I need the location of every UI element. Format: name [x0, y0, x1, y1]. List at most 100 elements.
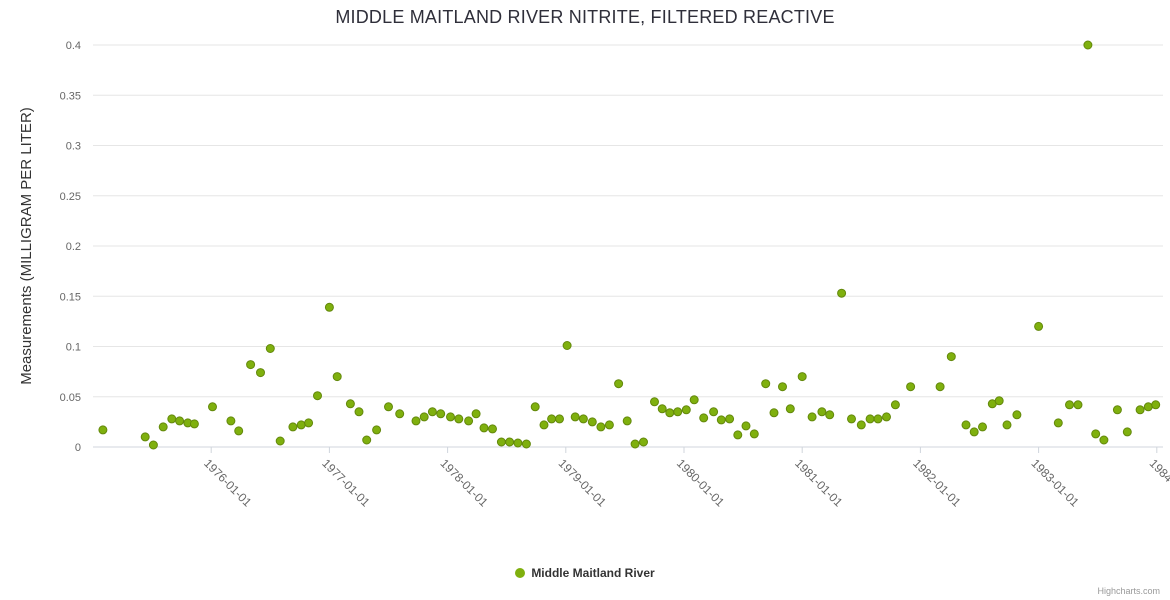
data-point[interactable] [622, 416, 632, 426]
data-point[interactable] [741, 421, 751, 431]
data-point[interactable] [436, 409, 446, 419]
data-point[interactable] [1151, 400, 1161, 410]
data-point[interactable] [1034, 321, 1044, 331]
data-point[interactable] [530, 402, 540, 412]
data-point[interactable] [296, 420, 306, 430]
data-point[interactable] [657, 404, 667, 414]
data-point[interactable] [496, 437, 506, 447]
data-point[interactable] [446, 412, 455, 422]
data-point[interactable] [488, 424, 497, 434]
data-point[interactable] [882, 412, 891, 422]
data-point[interactable] [234, 426, 244, 436]
data-point[interactable] [256, 368, 265, 378]
data-point[interactable] [650, 397, 659, 407]
data-point[interactable] [562, 341, 572, 350]
data-point[interactable] [807, 412, 817, 422]
data-point[interactable] [1002, 420, 1012, 430]
data-point[interactable] [749, 429, 759, 439]
data-point[interactable] [733, 430, 743, 440]
data-point[interactable] [639, 437, 648, 447]
data-point[interactable] [304, 418, 314, 428]
data-point[interactable] [890, 400, 900, 410]
data-point[interactable] [587, 417, 597, 427]
data-point[interactable] [994, 396, 1004, 406]
data-point[interactable] [785, 404, 795, 414]
data-point[interactable] [817, 407, 827, 417]
data-point[interactable] [189, 419, 199, 429]
data-point[interactable] [570, 412, 580, 422]
data-point[interactable] [578, 414, 588, 424]
data-point[interactable] [825, 410, 835, 420]
data-point[interactable] [313, 391, 322, 401]
data-point[interactable] [175, 416, 185, 426]
data-point[interactable] [505, 437, 515, 447]
data-point[interactable] [1073, 400, 1083, 410]
data-point[interactable] [797, 372, 807, 382]
data-point[interactable] [471, 409, 481, 419]
data-point[interactable] [681, 405, 691, 415]
data-point[interactable] [630, 439, 640, 449]
data-point[interactable] [906, 382, 916, 392]
data-point[interactable] [689, 395, 699, 405]
data-point[interactable] [837, 288, 847, 298]
data-point[interactable] [969, 427, 979, 437]
data-point[interactable] [778, 382, 787, 392]
data-point[interactable] [324, 302, 334, 312]
data-point[interactable] [275, 436, 285, 446]
data-point[interactable] [873, 414, 883, 424]
data-point[interactable] [1012, 410, 1022, 420]
data-point[interactable] [513, 438, 523, 448]
legend-item[interactable]: Middle Maitland River [0, 566, 1170, 580]
data-point[interactable] [464, 416, 474, 426]
data-point[interactable] [208, 402, 217, 412]
data-point[interactable] [716, 415, 726, 425]
data-point[interactable] [555, 414, 564, 424]
data-point[interactable] [761, 379, 771, 389]
data-point[interactable] [158, 422, 168, 432]
data-point[interactable] [946, 352, 956, 362]
data-point[interactable] [1099, 435, 1109, 445]
data-point[interactable] [1143, 402, 1153, 412]
data-point[interactable] [699, 413, 709, 423]
data-point[interactable] [98, 425, 108, 435]
data-point[interactable] [332, 372, 342, 382]
data-point[interactable] [596, 422, 606, 432]
data-point[interactable] [1135, 405, 1145, 415]
data-point[interactable] [288, 422, 298, 432]
data-point[interactable] [167, 414, 177, 424]
data-point[interactable] [384, 402, 393, 412]
data-point[interactable] [961, 420, 971, 430]
data-point[interactable] [1112, 405, 1122, 415]
data-point[interactable] [246, 360, 256, 370]
data-point[interactable] [265, 344, 275, 353]
data-point[interactable] [709, 407, 719, 417]
highcharts-credits-link[interactable]: Highcharts.com [1097, 586, 1160, 596]
data-point[interactable] [395, 409, 405, 419]
data-point[interactable] [226, 416, 236, 426]
data-point[interactable] [148, 440, 158, 450]
data-point[interactable] [354, 407, 364, 417]
data-point[interactable] [604, 420, 614, 430]
data-point[interactable] [539, 420, 549, 430]
data-point[interactable] [614, 379, 624, 389]
data-point[interactable] [140, 432, 150, 442]
data-point[interactable] [978, 422, 987, 432]
data-point[interactable] [725, 414, 735, 424]
data-point[interactable] [372, 425, 382, 435]
data-point[interactable] [454, 414, 464, 424]
data-point[interactable] [1091, 429, 1101, 439]
data-point[interactable] [521, 439, 531, 449]
data-point[interactable] [427, 407, 437, 417]
data-point[interactable] [673, 407, 683, 417]
data-point[interactable] [362, 435, 372, 445]
data-point[interactable] [1083, 40, 1093, 50]
data-point[interactable] [547, 414, 557, 424]
data-point[interactable] [1053, 418, 1063, 428]
data-point[interactable] [856, 420, 866, 430]
data-point[interactable] [935, 382, 945, 392]
data-point[interactable] [1122, 427, 1132, 437]
data-point[interactable] [865, 414, 875, 424]
data-point[interactable] [665, 408, 675, 418]
data-point[interactable] [411, 416, 421, 426]
data-point[interactable] [769, 408, 779, 418]
